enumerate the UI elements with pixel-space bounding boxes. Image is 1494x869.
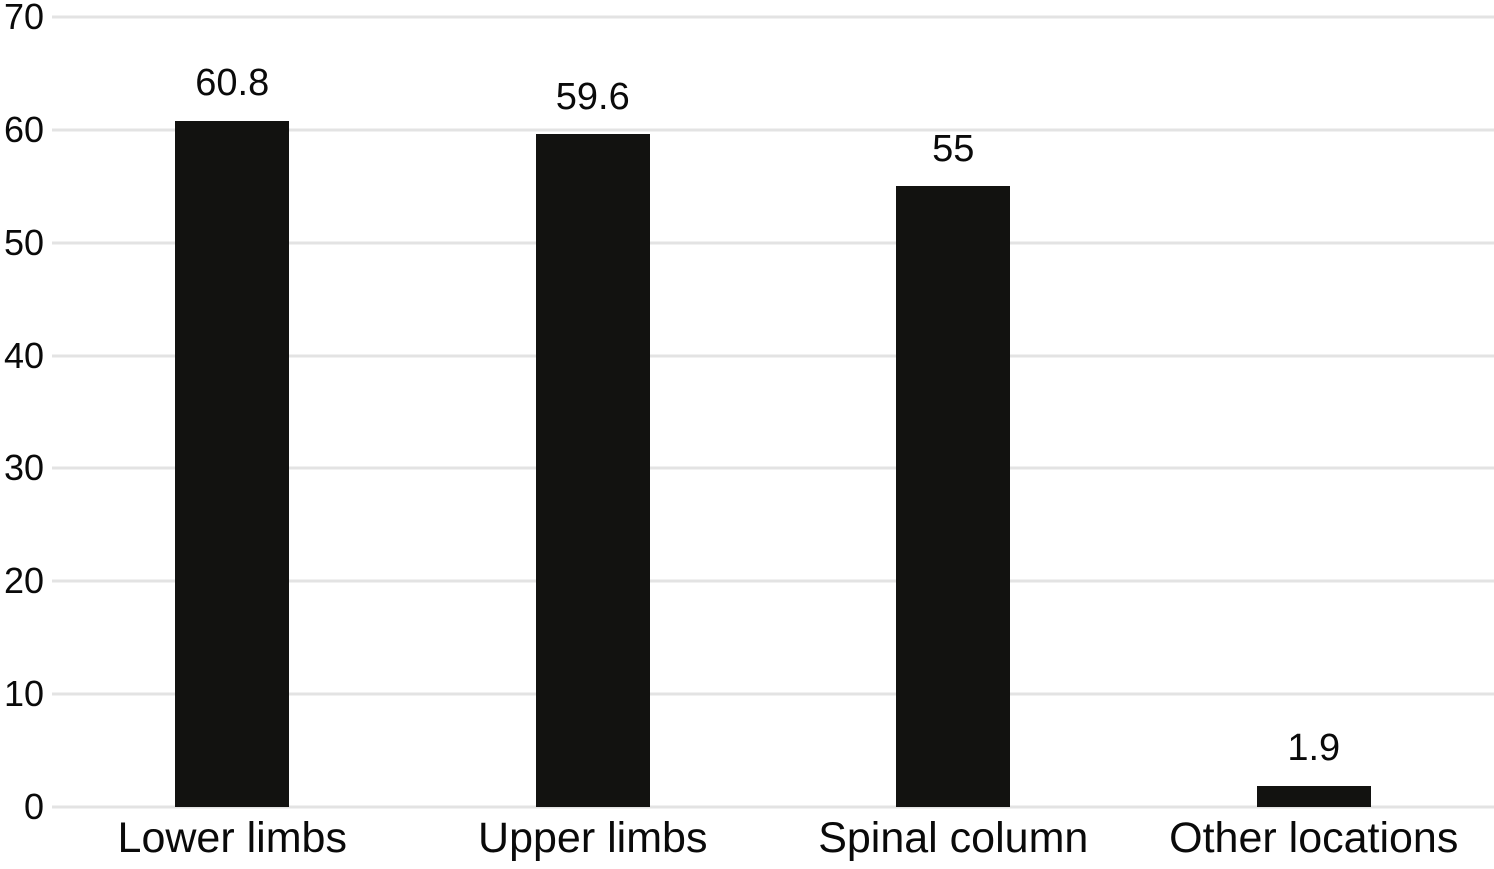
category-label: Other locations	[1169, 814, 1459, 862]
gridline	[52, 241, 1494, 245]
gridline	[52, 579, 1494, 583]
gridline	[52, 805, 1494, 809]
bar: 1.9	[1256, 727, 1371, 807]
bar-value-label: 1.9	[1287, 726, 1341, 769]
gridline	[52, 15, 1494, 19]
bar-value-label: 60.8	[195, 62, 270, 105]
bar-value-label: 55	[932, 127, 975, 170]
y-axis: 0 10 20 30 40 50 60 70	[0, 0, 44, 825]
y-tick-label: 20	[3, 560, 44, 602]
gridline	[52, 692, 1494, 696]
y-tick-label: 70	[3, 0, 44, 37]
bar: 59.6	[535, 76, 650, 807]
x-axis: Lower limbs Upper limbs Spinal column Other…	[52, 807, 1494, 869]
category-label: Spinal column	[818, 814, 1089, 862]
category-label: Lower limbs	[117, 814, 347, 862]
plot-area: 60.8 59.6 55 1.9	[52, 15, 1494, 809]
bar: 55	[896, 128, 1011, 807]
y-tick-label: 0	[23, 786, 44, 827]
y-tick-label: 30	[3, 447, 44, 489]
y-tick-label: 60	[3, 108, 44, 150]
y-tick-label: 50	[3, 221, 44, 263]
y-tick-label: 40	[3, 334, 44, 376]
gridline	[52, 128, 1494, 132]
category-label: Upper limbs	[478, 814, 708, 862]
bar-value-label: 59.6	[555, 75, 630, 118]
gridline	[52, 354, 1494, 358]
y-tick-label: 10	[3, 673, 44, 715]
gridline	[52, 466, 1494, 470]
bar: 60.8	[175, 62, 290, 807]
